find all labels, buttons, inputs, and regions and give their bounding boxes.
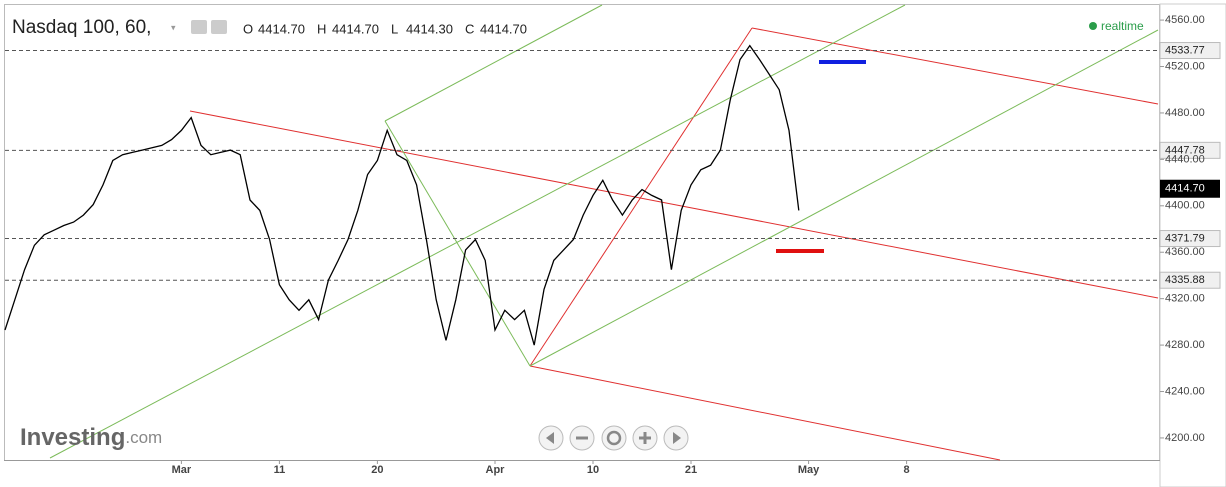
x-tick-label: 11 (274, 464, 286, 476)
y-tick-label: 4440.00 (1165, 153, 1205, 165)
trend-line (49, 4, 906, 459)
drawings (49, 4, 1159, 461)
x-tick-label: 8 (904, 464, 910, 476)
brand: Investing.com (20, 424, 162, 451)
status: realtime (1101, 19, 1144, 33)
ohlc: O 4414.70 H 4414.70 L 4414.30 C 4414.70 (243, 21, 527, 36)
y-tick-label: 4240.00 (1165, 385, 1205, 397)
x-tick-label: 10 (587, 464, 599, 476)
glyph (643, 432, 647, 444)
ohlc-key: C (465, 21, 474, 36)
brand-suffix: .com (125, 428, 162, 447)
status-dot (1089, 22, 1097, 30)
ohlc-value: 4414.30 (406, 21, 453, 36)
x-tick-label: May (798, 464, 820, 476)
ohlc-key: H (317, 21, 326, 36)
y-tick-label: 4520.00 (1165, 60, 1205, 72)
price-level-label: 4335.88 (1165, 274, 1205, 286)
glyph (673, 432, 681, 444)
nav-glyphs (546, 430, 681, 446)
series (4, 44, 800, 346)
x-tick-label: 20 (371, 464, 383, 476)
trend-line (751, 27, 1159, 105)
ohlc-value: 4414.70 (258, 21, 305, 36)
price-level-box (1159, 141, 1221, 159)
price-level-box (1159, 230, 1221, 248)
last-price-box (1160, 179, 1220, 198)
dropdown-icon[interactable]: ▾ (171, 22, 176, 32)
ohlc-key: O (243, 21, 253, 36)
glyph (576, 436, 588, 440)
y-tick-label: 4360.00 (1165, 246, 1205, 258)
x-tick-label: Mar (172, 464, 192, 476)
trend-line (529, 29, 1159, 367)
ohlc-value: 4414.70 (332, 21, 379, 36)
ohlc-value: 4414.70 (480, 21, 527, 36)
y-tick-label: 4400.00 (1165, 200, 1205, 212)
eye-icon[interactable] (191, 20, 207, 34)
price-level-box (1159, 42, 1221, 60)
x-tick-label: Apr (486, 464, 506, 476)
trend-line (384, 120, 531, 367)
axis-labels: 4200.00 4240.00 4280.00 4320.00 4360.00 4400.… (172, 14, 1205, 476)
trend-line (529, 365, 1001, 461)
price-level-box (1159, 271, 1221, 289)
y-tick-label: 4280.00 (1165, 339, 1205, 351)
trend-line (384, 4, 603, 122)
x-tick-label: 21 (685, 464, 697, 476)
trend-line (529, 27, 753, 367)
price-line (4, 44, 800, 346)
trend-line (189, 110, 1159, 299)
brand-name: Investing (20, 424, 125, 451)
y-tick-label: 4200.00 (1165, 432, 1205, 444)
y-tick-label: 4320.00 (1165, 293, 1205, 305)
y-tick-label: 4480.00 (1165, 107, 1205, 119)
ohlc-key: L (391, 21, 398, 36)
price-level-label: 4371.79 (1165, 232, 1205, 244)
price-level-label: 4533.77 (1165, 44, 1205, 56)
settings-icon[interactable] (211, 20, 227, 34)
levels: 4533.77 4447.78 4371.79 4335.88 4414.70 (5, 42, 1221, 289)
glyph (546, 432, 554, 444)
y-tick-label: 4560.00 (1165, 14, 1205, 26)
glyph (606, 430, 622, 446)
instrument-title: Nasdaq 100, 60, (12, 17, 151, 38)
reset[interactable] (601, 425, 627, 451)
last-price-label: 4414.70 (1165, 183, 1205, 195)
price-level-label: 4447.78 (1165, 144, 1205, 156)
